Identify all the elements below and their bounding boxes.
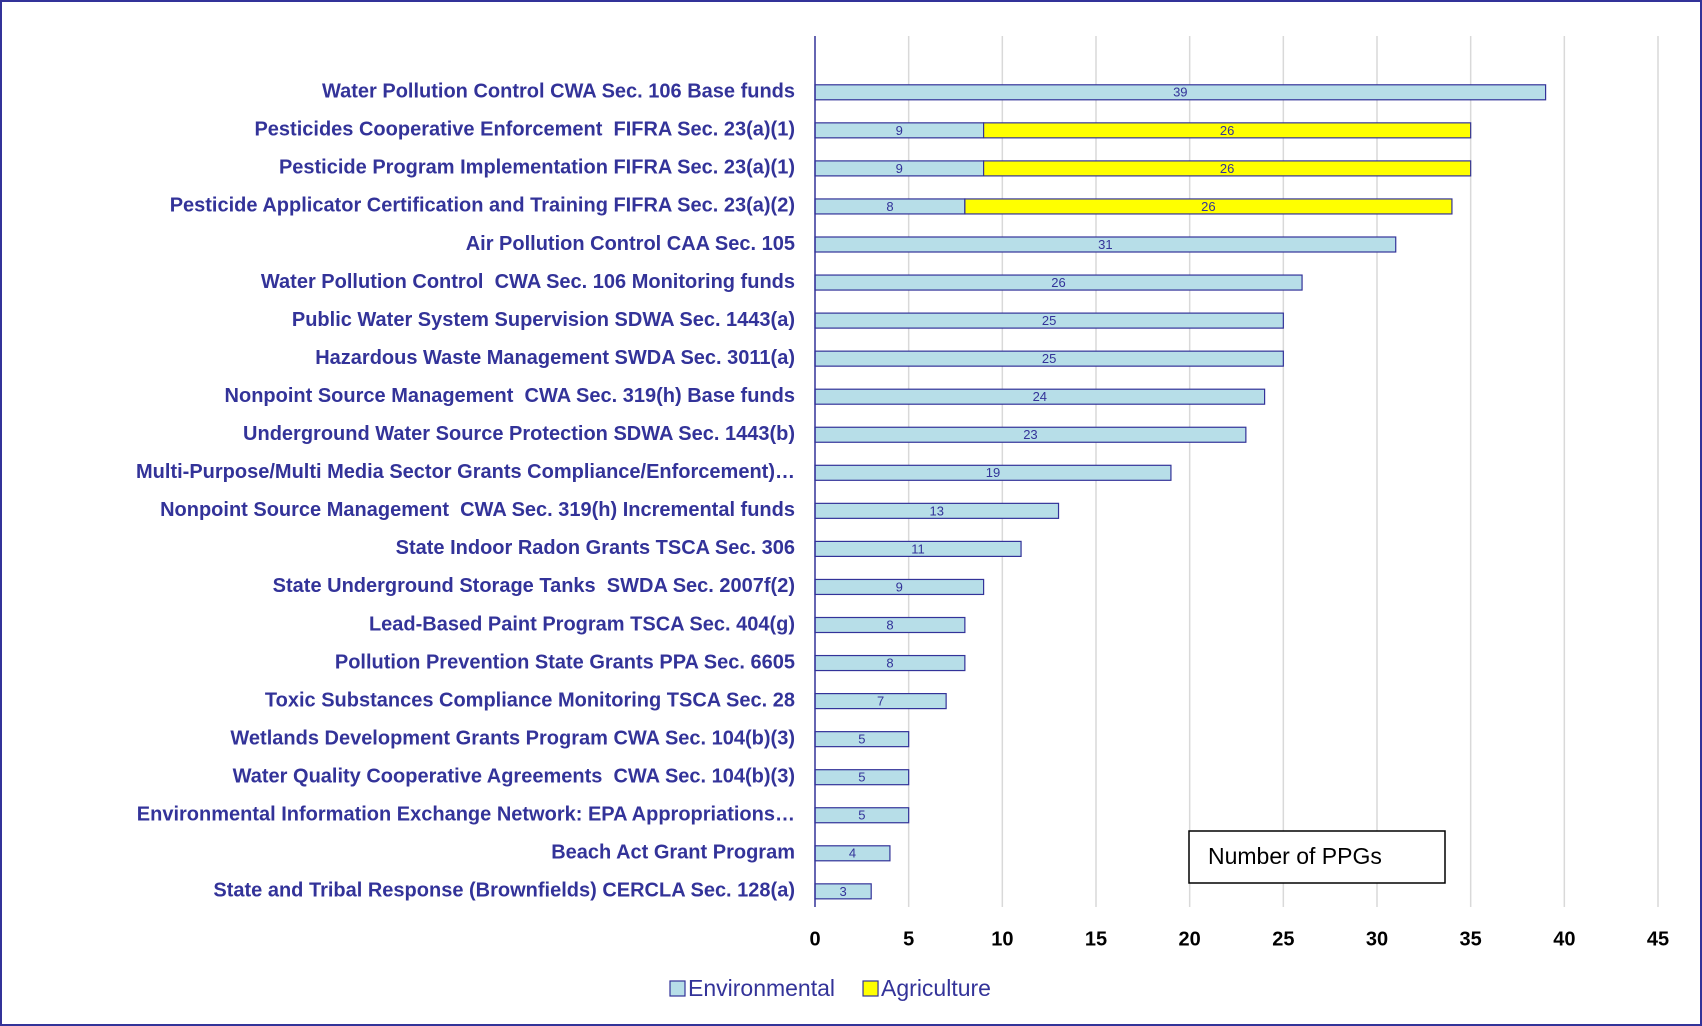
legend-swatch	[862, 980, 879, 997]
x-tick-label: 20	[1179, 928, 1201, 950]
data-label: 5	[858, 732, 865, 747]
x-tick-label: 0	[809, 928, 820, 950]
data-label: 8	[886, 199, 893, 214]
y-tick-label: Environmental Information Exchange Netwo…	[137, 804, 795, 826]
y-tick-label: State Underground Storage Tanks SWDA Sec…	[273, 575, 795, 597]
data-label: 9	[896, 123, 903, 138]
y-tick-label: Multi-Purpose/Multi Media Sector Grants …	[136, 461, 795, 483]
bar-segment	[964, 198, 1453, 215]
x-tick-label: 45	[1647, 928, 1669, 950]
y-tick-label: Water Quality Cooperative Agreements CWA…	[233, 765, 795, 787]
data-label: 31	[1098, 237, 1112, 252]
y-tick-label: Hazardous Waste Management SWDA Sec. 301…	[315, 347, 795, 369]
y-tick-label: Toxic Substances Compliance Monitoring T…	[265, 689, 795, 711]
y-tick-label: State and Tribal Response (Brownfields) …	[213, 880, 795, 902]
bar-segment	[982, 160, 1472, 177]
x-tick-label: 40	[1553, 928, 1575, 950]
data-label: 25	[1042, 351, 1056, 366]
y-tick-label: Nonpoint Source Management CWA Sec. 319(…	[225, 385, 795, 407]
y-tick-label: Pesticides Cooperative Enforcement FIFRA…	[254, 119, 795, 141]
y-tick-label: Public Water System Supervision SDWA Sec…	[292, 309, 795, 331]
data-label: 5	[858, 770, 865, 785]
y-tick-label: Water Pollution Control CWA Sec. 106 Bas…	[322, 81, 795, 103]
data-label: 8	[886, 617, 893, 632]
y-tick-label: Air Pollution Control CAA Sec. 105	[466, 233, 795, 255]
data-label: 13	[930, 503, 944, 518]
data-label: 24	[1033, 389, 1047, 404]
legend-label: Agriculture	[881, 975, 991, 1001]
bar-segment	[982, 122, 1472, 139]
data-label: 26	[1220, 123, 1234, 138]
data-label: 26	[1220, 161, 1234, 176]
x-tick-label: 5	[903, 928, 914, 950]
x-tick-label: 10	[991, 928, 1013, 950]
y-tick-label: Pollution Prevention State Grants PPA Se…	[335, 651, 795, 673]
x-tick-label: 35	[1460, 928, 1482, 950]
annotation: Number of PPGs	[1208, 843, 1382, 869]
data-label: 11	[911, 541, 925, 556]
y-tick-label: Pesticide Applicator Certification and T…	[170, 195, 795, 217]
data-label: 8	[886, 655, 893, 670]
y-tick-label: Lead-Based Paint Program TSCA Sec. 404(g…	[369, 613, 795, 635]
data-label: 9	[896, 579, 903, 594]
y-tick-label: State Indoor Radon Grants TSCA Sec. 306	[396, 537, 795, 559]
data-label: 39	[1173, 85, 1187, 100]
x-tick-label: 25	[1272, 928, 1294, 950]
data-label: 26	[1201, 199, 1215, 214]
y-tick-label: Nonpoint Source Management CWA Sec. 319(…	[160, 499, 795, 521]
data-label: 4	[849, 846, 856, 861]
x-tick-label: 15	[1085, 928, 1107, 950]
y-tick-label: Underground Water Source Protection SDWA…	[243, 423, 795, 445]
legend-swatch	[669, 980, 686, 997]
data-label: 25	[1042, 313, 1056, 328]
data-label: 26	[1051, 275, 1065, 290]
y-tick-label: Water Pollution Control CWA Sec. 106 Mon…	[261, 271, 795, 293]
legend-label: Environmental	[688, 975, 835, 1001]
data-label: 9	[896, 161, 903, 176]
y-tick-label: Beach Act Grant Program	[551, 842, 795, 864]
data-label: 19	[986, 465, 1000, 480]
data-label: 3	[839, 884, 846, 899]
data-label: 5	[858, 808, 865, 823]
y-tick-label: Wetlands Development Grants Program CWA …	[230, 727, 795, 749]
data-label: 23	[1023, 427, 1037, 442]
data-label: 7	[877, 694, 884, 709]
annotation-box	[1188, 830, 1446, 884]
x-tick-label: 30	[1366, 928, 1388, 950]
y-tick-label: Pesticide Program Implementation FIFRA S…	[279, 157, 795, 179]
